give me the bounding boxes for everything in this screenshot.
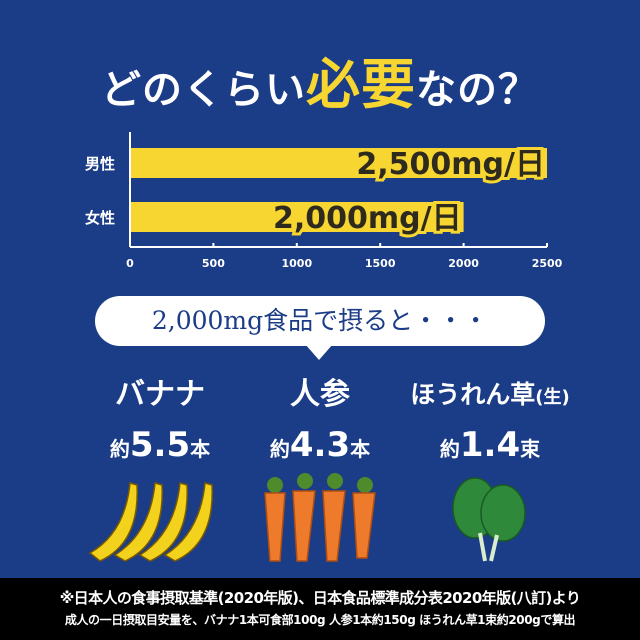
footer-line1: ※日本人の食事摂取基準(2020年版)、日本食品標準成分表2020年版(八訂)よ… [59, 589, 581, 607]
food-name: 人参 [290, 377, 350, 412]
footer-line2: 成人の一日摂取目安量を、バナナ1本可食部100g 人参1本約150g ほうれん草… [64, 613, 576, 627]
food-banana: バナナ 約5.5本 [60, 375, 260, 563]
food-name: バナナ [115, 377, 205, 412]
headline: どのくらい必要なの？ [0, 40, 640, 119]
headline-emphasis: 必要 [306, 53, 416, 116]
category-label: 女性 [85, 209, 115, 227]
bar-chart: 男性 2,500mg/日女性 2,000mg/日 0 500 1000 1500 2000 25… [85, 132, 563, 270]
bar-1 [130, 202, 464, 232]
food-amount: 約5.5本 [109, 425, 211, 465]
x-tick-label: 1500 [365, 257, 396, 270]
x-tick-label: 500 [202, 257, 225, 270]
x-tick-label: 2000 [448, 257, 479, 270]
headline-post: なの？ [416, 67, 539, 113]
food-amount: 約4.3本 [269, 425, 371, 465]
footer-note: ※日本人の食事摂取基準(2020年版)、日本食品標準成分表2020年版(八訂)よ… [0, 578, 640, 640]
food-spinach: ほうれん草(生) 約1.4束 [380, 375, 600, 563]
food-carrot: 人参 約4.3本 [220, 375, 420, 563]
data-label: 2,000mg/日 [273, 201, 462, 236]
banana-icon [88, 482, 213, 562]
data-label: 2,500mg/日 [356, 147, 545, 182]
x-tick-label: 2500 [532, 257, 563, 270]
food-name: ほうれん草(生) [410, 380, 570, 409]
food-amount: 約1.4束 [439, 425, 541, 465]
carrot-icon [264, 473, 376, 562]
category-label: 男性 [85, 155, 115, 173]
headline-pre: どのくらい [101, 67, 306, 113]
spinach-icon [452, 477, 526, 562]
bar-0 [130, 148, 547, 178]
x-tick-label: 0 [126, 257, 134, 270]
x-tick-label: 1000 [281, 257, 312, 270]
speech-bubble: 2,000mg食品で摂ると・・・ [95, 296, 545, 360]
